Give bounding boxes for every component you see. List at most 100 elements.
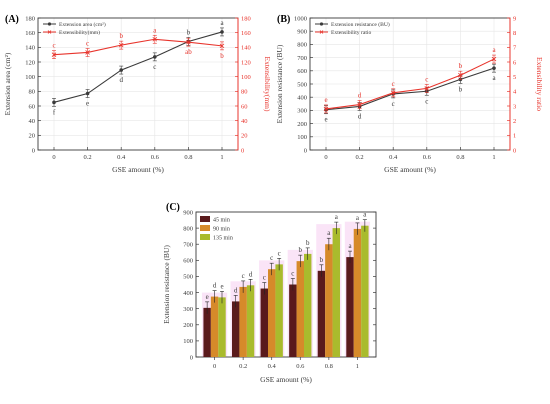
y-tick-label-right: 180 [241, 15, 251, 22]
x-tick-label: 0.6 [151, 154, 160, 161]
y-tick-label-right: 160 [241, 30, 251, 37]
bar [289, 284, 297, 357]
bar [268, 269, 276, 357]
data-point [85, 91, 90, 96]
x-tick-label: 0.2 [239, 363, 247, 370]
significance-letter: d [119, 76, 123, 84]
data-point [357, 102, 362, 107]
y-axis-label-right: Extensibility ratio [535, 57, 544, 111]
significance-letter: c [52, 42, 55, 50]
significance-letter: d [358, 92, 362, 100]
data-point [390, 90, 396, 96]
y-tick-label: 500 [183, 274, 193, 281]
significance-letter: e [206, 293, 209, 301]
y-tick-label-left: 1000 [294, 15, 307, 22]
y-tick-label-right: 60 [241, 103, 248, 110]
x-tick-label: 0.2 [84, 154, 92, 161]
series-line [53, 31, 223, 103]
y-tick-label-left: 20 [29, 133, 36, 140]
data-point [153, 55, 157, 59]
data-point [424, 86, 430, 91]
significance-letter: a [492, 46, 496, 54]
bar [260, 288, 268, 357]
significance-letter: a [153, 26, 157, 34]
y-tick-label-left: 40 [29, 118, 36, 125]
series-line [53, 38, 223, 56]
bar [275, 264, 283, 357]
significance-letter: c [291, 270, 294, 278]
bar [296, 261, 304, 357]
significance-letter: a [220, 19, 224, 27]
bar [203, 307, 211, 357]
significance-letter: b [459, 62, 463, 70]
significance-letter: c [278, 249, 281, 257]
legend-swatch [200, 216, 210, 222]
data-point [119, 68, 123, 72]
significance-letter: b [187, 28, 191, 36]
y-tick-label-right: 3 [513, 103, 516, 110]
series-line [325, 58, 495, 110]
y-tick-label-right: 1 [513, 133, 516, 140]
bar [353, 228, 362, 357]
bar [361, 225, 369, 357]
data-point [458, 72, 463, 78]
x-axis-label: GSE amount (%) [384, 165, 436, 174]
x-tick-label: 0 [324, 154, 327, 161]
significance-letter: e [324, 116, 327, 124]
bar [246, 285, 255, 357]
x-tick-label: 0.4 [117, 154, 126, 161]
bar [325, 244, 333, 357]
y-tick-label-left: 80 [29, 89, 36, 96]
legend-marker [319, 30, 324, 34]
y-tick-label-right: 100 [241, 74, 251, 81]
y-tick-label: 700 [183, 242, 193, 249]
x-tick-label: 0.8 [184, 154, 192, 161]
y-tick-label-left: 100 [25, 74, 35, 81]
y-tick-label-left: 120 [25, 59, 35, 66]
bar [239, 286, 247, 357]
y-tick-label-right: 7 [513, 45, 517, 52]
bar [218, 297, 226, 357]
data-point [219, 43, 225, 49]
significance-letter: b [119, 32, 123, 40]
x-tick-label: 1 [220, 154, 223, 161]
x-tick-label: 0.2 [356, 154, 364, 161]
y-tick-label: 800 [183, 225, 193, 232]
y-axis-label: Extension resistance (BU) [162, 245, 171, 324]
y-tick-label: 100 [183, 338, 193, 345]
y-tick-label-right: 140 [241, 45, 251, 52]
significance-letter: d [249, 270, 253, 278]
y-tick-label: 900 [183, 209, 193, 216]
significance-letter: b [299, 246, 303, 254]
legend-label: Extension resistance (BU) [331, 21, 390, 28]
y-tick-label-left: 0 [32, 147, 35, 154]
y-tick-label: 400 [183, 290, 193, 297]
legend-label: Extensibility(mm) [59, 29, 100, 36]
bar [232, 301, 240, 357]
legend-label: Extension area (cm²) [59, 21, 106, 28]
y-tick-label-right: 0 [241, 147, 244, 154]
y-tick-label: 300 [183, 306, 193, 313]
legend-label: 45 min [213, 218, 230, 224]
x-tick-label: 0.4 [268, 363, 277, 370]
significance-letter: e [324, 96, 327, 104]
panel-label: (B) [277, 14, 290, 25]
y-tick-label-left: 100 [297, 134, 307, 141]
significance-letter: f [53, 108, 56, 116]
significance-letter: b [320, 256, 324, 264]
data-point [51, 52, 57, 57]
significance-letter: a [492, 74, 496, 82]
significance-letter: a [327, 229, 331, 237]
series-line [325, 67, 495, 111]
significance-letter: a [348, 242, 352, 250]
y-tick-label-left: 300 [297, 108, 307, 115]
y-tick-label-right: 80 [241, 89, 248, 96]
legend-label: Extensibility ratio [331, 30, 371, 36]
legend-swatch [200, 225, 210, 231]
plot-frame [195, 211, 377, 358]
legend-label: 90 min [213, 227, 230, 233]
significance-letter: a [356, 214, 360, 222]
plot-frame [37, 17, 239, 151]
